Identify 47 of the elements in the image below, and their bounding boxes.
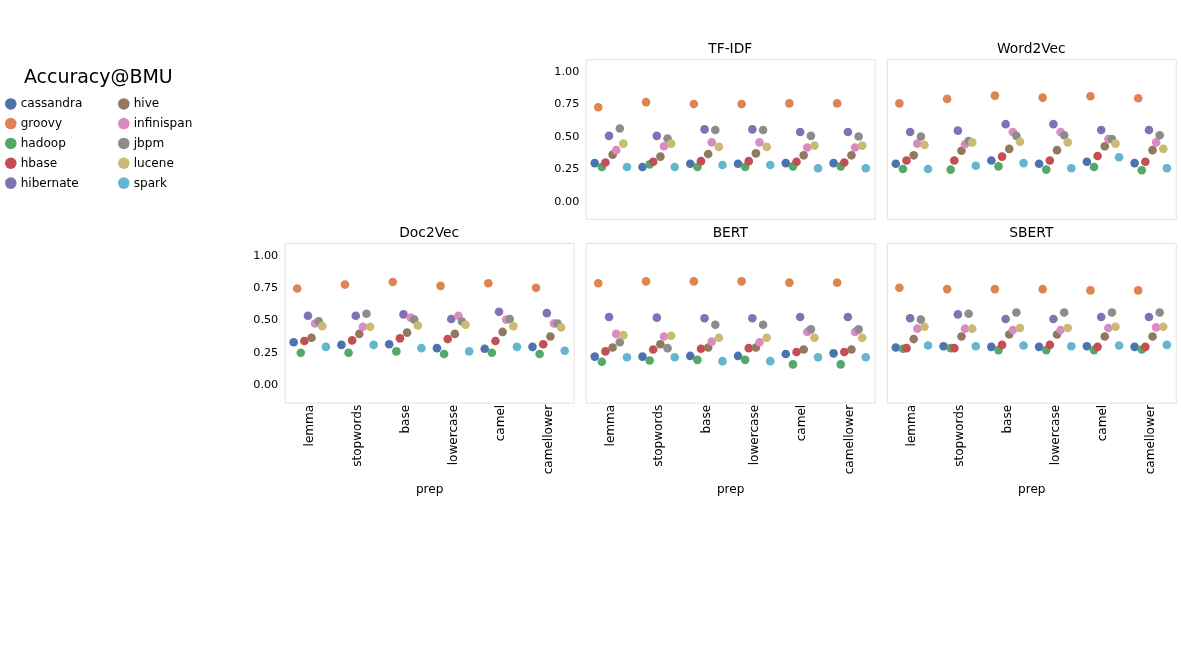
legend-title: Accuracy@BMU bbox=[23, 64, 173, 87]
y-tick-label: 0.00 bbox=[554, 194, 580, 208]
legend-label: hadoop bbox=[20, 135, 66, 150]
legend-label: hive bbox=[133, 96, 160, 111]
x-tick-label: camel bbox=[794, 404, 809, 442]
legend-label: cassandra bbox=[20, 96, 83, 111]
legend-label: groovy bbox=[20, 116, 63, 131]
y-tick-label: 0.75 bbox=[253, 281, 279, 295]
x-tick-label: lemma bbox=[603, 404, 618, 447]
y-tick-label: 0.50 bbox=[253, 313, 279, 327]
chart-title: TF-IDF bbox=[707, 40, 753, 57]
x-tick-label: lowercase bbox=[1047, 404, 1062, 466]
x-tick-label: camel bbox=[1095, 404, 1110, 442]
y-tick-label: 0.50 bbox=[554, 129, 580, 143]
legend-label: hbase bbox=[20, 155, 58, 170]
legend-label: lucene bbox=[133, 155, 174, 170]
legend-label: infinispan bbox=[133, 116, 193, 131]
x-tick-label: camellower bbox=[541, 404, 556, 475]
x-tick-label: stopwords bbox=[952, 404, 967, 467]
legend-label: hibernate bbox=[20, 175, 79, 190]
x-tick-label: stopwords bbox=[349, 404, 364, 467]
x-tick-label: camellower bbox=[842, 404, 857, 475]
y-tick-label: 0.25 bbox=[253, 345, 279, 359]
legend-label: spark bbox=[133, 175, 168, 190]
x-tick-label: base bbox=[698, 404, 713, 434]
x-tick-label: lemma bbox=[302, 404, 317, 447]
y-tick-label: 0.00 bbox=[253, 378, 279, 392]
chart-title: SBERT bbox=[1009, 224, 1054, 241]
x-tick-label: base bbox=[397, 404, 412, 434]
x-tick-label: camel bbox=[493, 404, 508, 442]
x-tick-label: stopwords bbox=[651, 404, 666, 467]
chart-title: Word2Vec bbox=[996, 40, 1066, 57]
y-tick-label: 0.25 bbox=[554, 162, 580, 176]
x-tick-label: base bbox=[999, 404, 1014, 434]
x-tick-label: lemma bbox=[904, 404, 919, 447]
x-axis-title: prep bbox=[1018, 481, 1046, 496]
y-tick-label: 1.00 bbox=[554, 64, 580, 78]
chart-title: Doc2Vec bbox=[399, 224, 460, 241]
x-tick-label: lowercase bbox=[445, 404, 460, 466]
y-tick-label: 0.75 bbox=[554, 97, 580, 111]
x-axis-title: prep bbox=[716, 481, 745, 496]
chart-title: BERT bbox=[712, 224, 749, 241]
legend-label: jbpm bbox=[132, 135, 165, 150]
x-axis-title: prep bbox=[415, 481, 444, 496]
y-tick-label: 1.00 bbox=[253, 248, 279, 262]
x-tick-label: lowercase bbox=[746, 404, 761, 466]
x-tick-label: camellower bbox=[1143, 404, 1158, 475]
